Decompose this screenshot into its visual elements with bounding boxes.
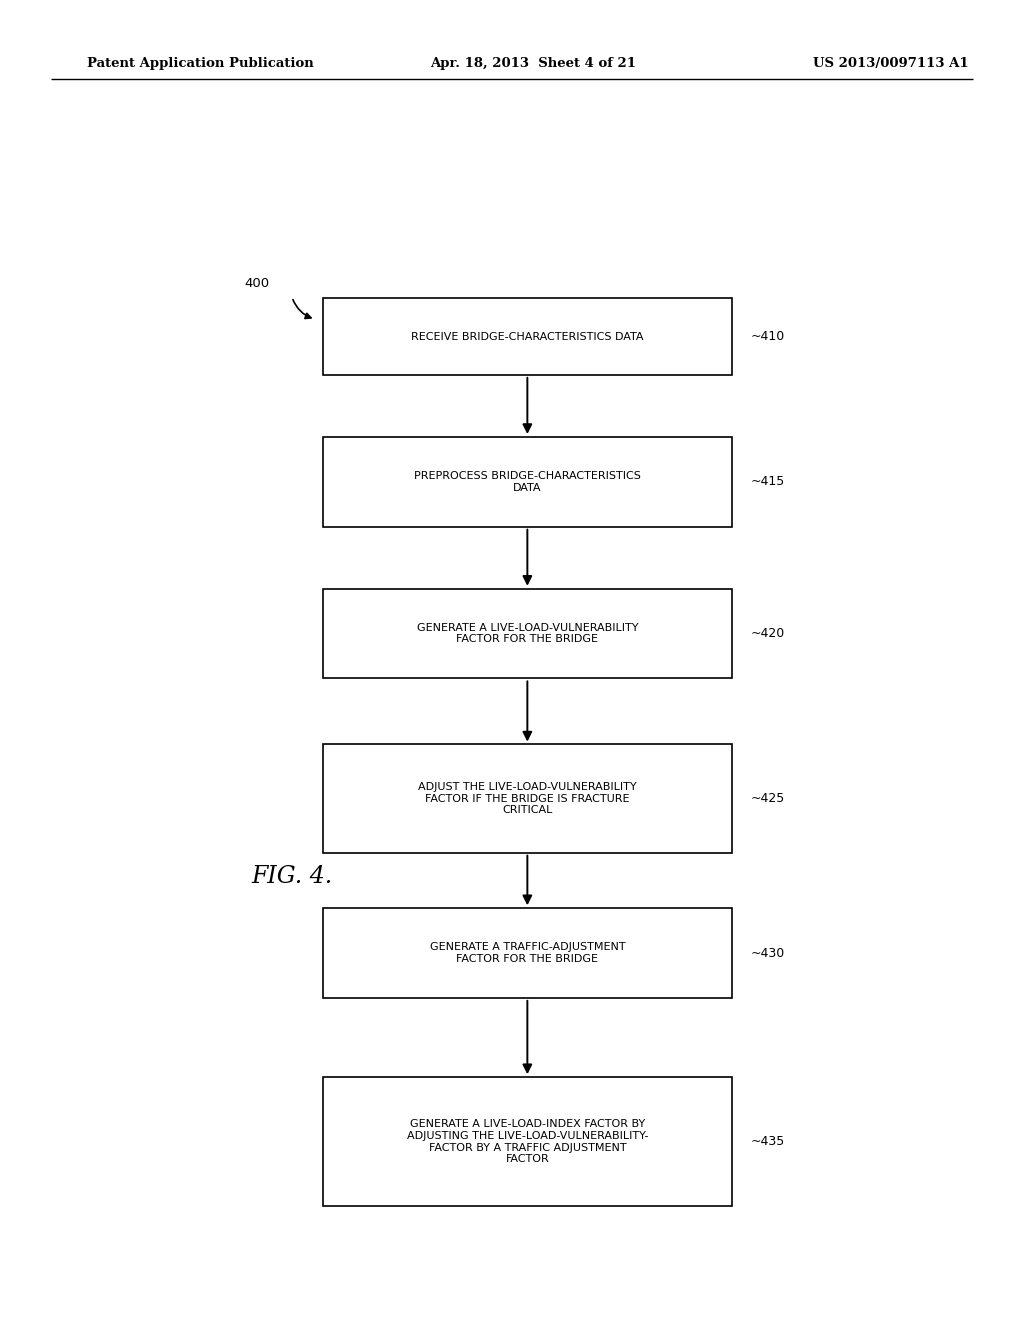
Text: GENERATE A LIVE-LOAD-INDEX FACTOR BY
ADJUSTING THE LIVE-LOAD-VULNERABILITY-
FACT: GENERATE A LIVE-LOAD-INDEX FACTOR BY ADJ… xyxy=(407,1119,648,1164)
Text: Apr. 18, 2013  Sheet 4 of 21: Apr. 18, 2013 Sheet 4 of 21 xyxy=(430,57,636,70)
Text: Patent Application Publication: Patent Application Publication xyxy=(87,57,313,70)
Text: 400: 400 xyxy=(244,277,269,290)
Text: PREPROCESS BRIDGE-CHARACTERISTICS
DATA: PREPROCESS BRIDGE-CHARACTERISTICS DATA xyxy=(414,471,641,492)
Text: ~420: ~420 xyxy=(751,627,784,640)
FancyBboxPatch shape xyxy=(323,744,732,853)
Text: ~410: ~410 xyxy=(751,330,784,343)
FancyBboxPatch shape xyxy=(323,589,732,678)
Text: GENERATE A LIVE-LOAD-VULNERABILITY
FACTOR FOR THE BRIDGE: GENERATE A LIVE-LOAD-VULNERABILITY FACTO… xyxy=(417,623,638,644)
Text: ~415: ~415 xyxy=(751,475,784,488)
Text: FIG. 4.: FIG. 4. xyxy=(251,865,332,888)
FancyBboxPatch shape xyxy=(323,298,732,375)
Text: ~425: ~425 xyxy=(751,792,784,805)
Text: GENERATE A TRAFFIC-ADJUSTMENT
FACTOR FOR THE BRIDGE: GENERATE A TRAFFIC-ADJUSTMENT FACTOR FOR… xyxy=(429,942,626,964)
Text: US 2013/0097113 A1: US 2013/0097113 A1 xyxy=(813,57,969,70)
Text: RECEIVE BRIDGE-CHARACTERISTICS DATA: RECEIVE BRIDGE-CHARACTERISTICS DATA xyxy=(411,331,644,342)
FancyBboxPatch shape xyxy=(323,437,732,527)
Text: ADJUST THE LIVE-LOAD-VULNERABILITY
FACTOR IF THE BRIDGE IS FRACTURE
CRITICAL: ADJUST THE LIVE-LOAD-VULNERABILITY FACTO… xyxy=(418,781,637,816)
Text: ~435: ~435 xyxy=(751,1135,784,1148)
FancyBboxPatch shape xyxy=(323,1077,732,1206)
Text: ~430: ~430 xyxy=(751,946,784,960)
FancyBboxPatch shape xyxy=(323,908,732,998)
